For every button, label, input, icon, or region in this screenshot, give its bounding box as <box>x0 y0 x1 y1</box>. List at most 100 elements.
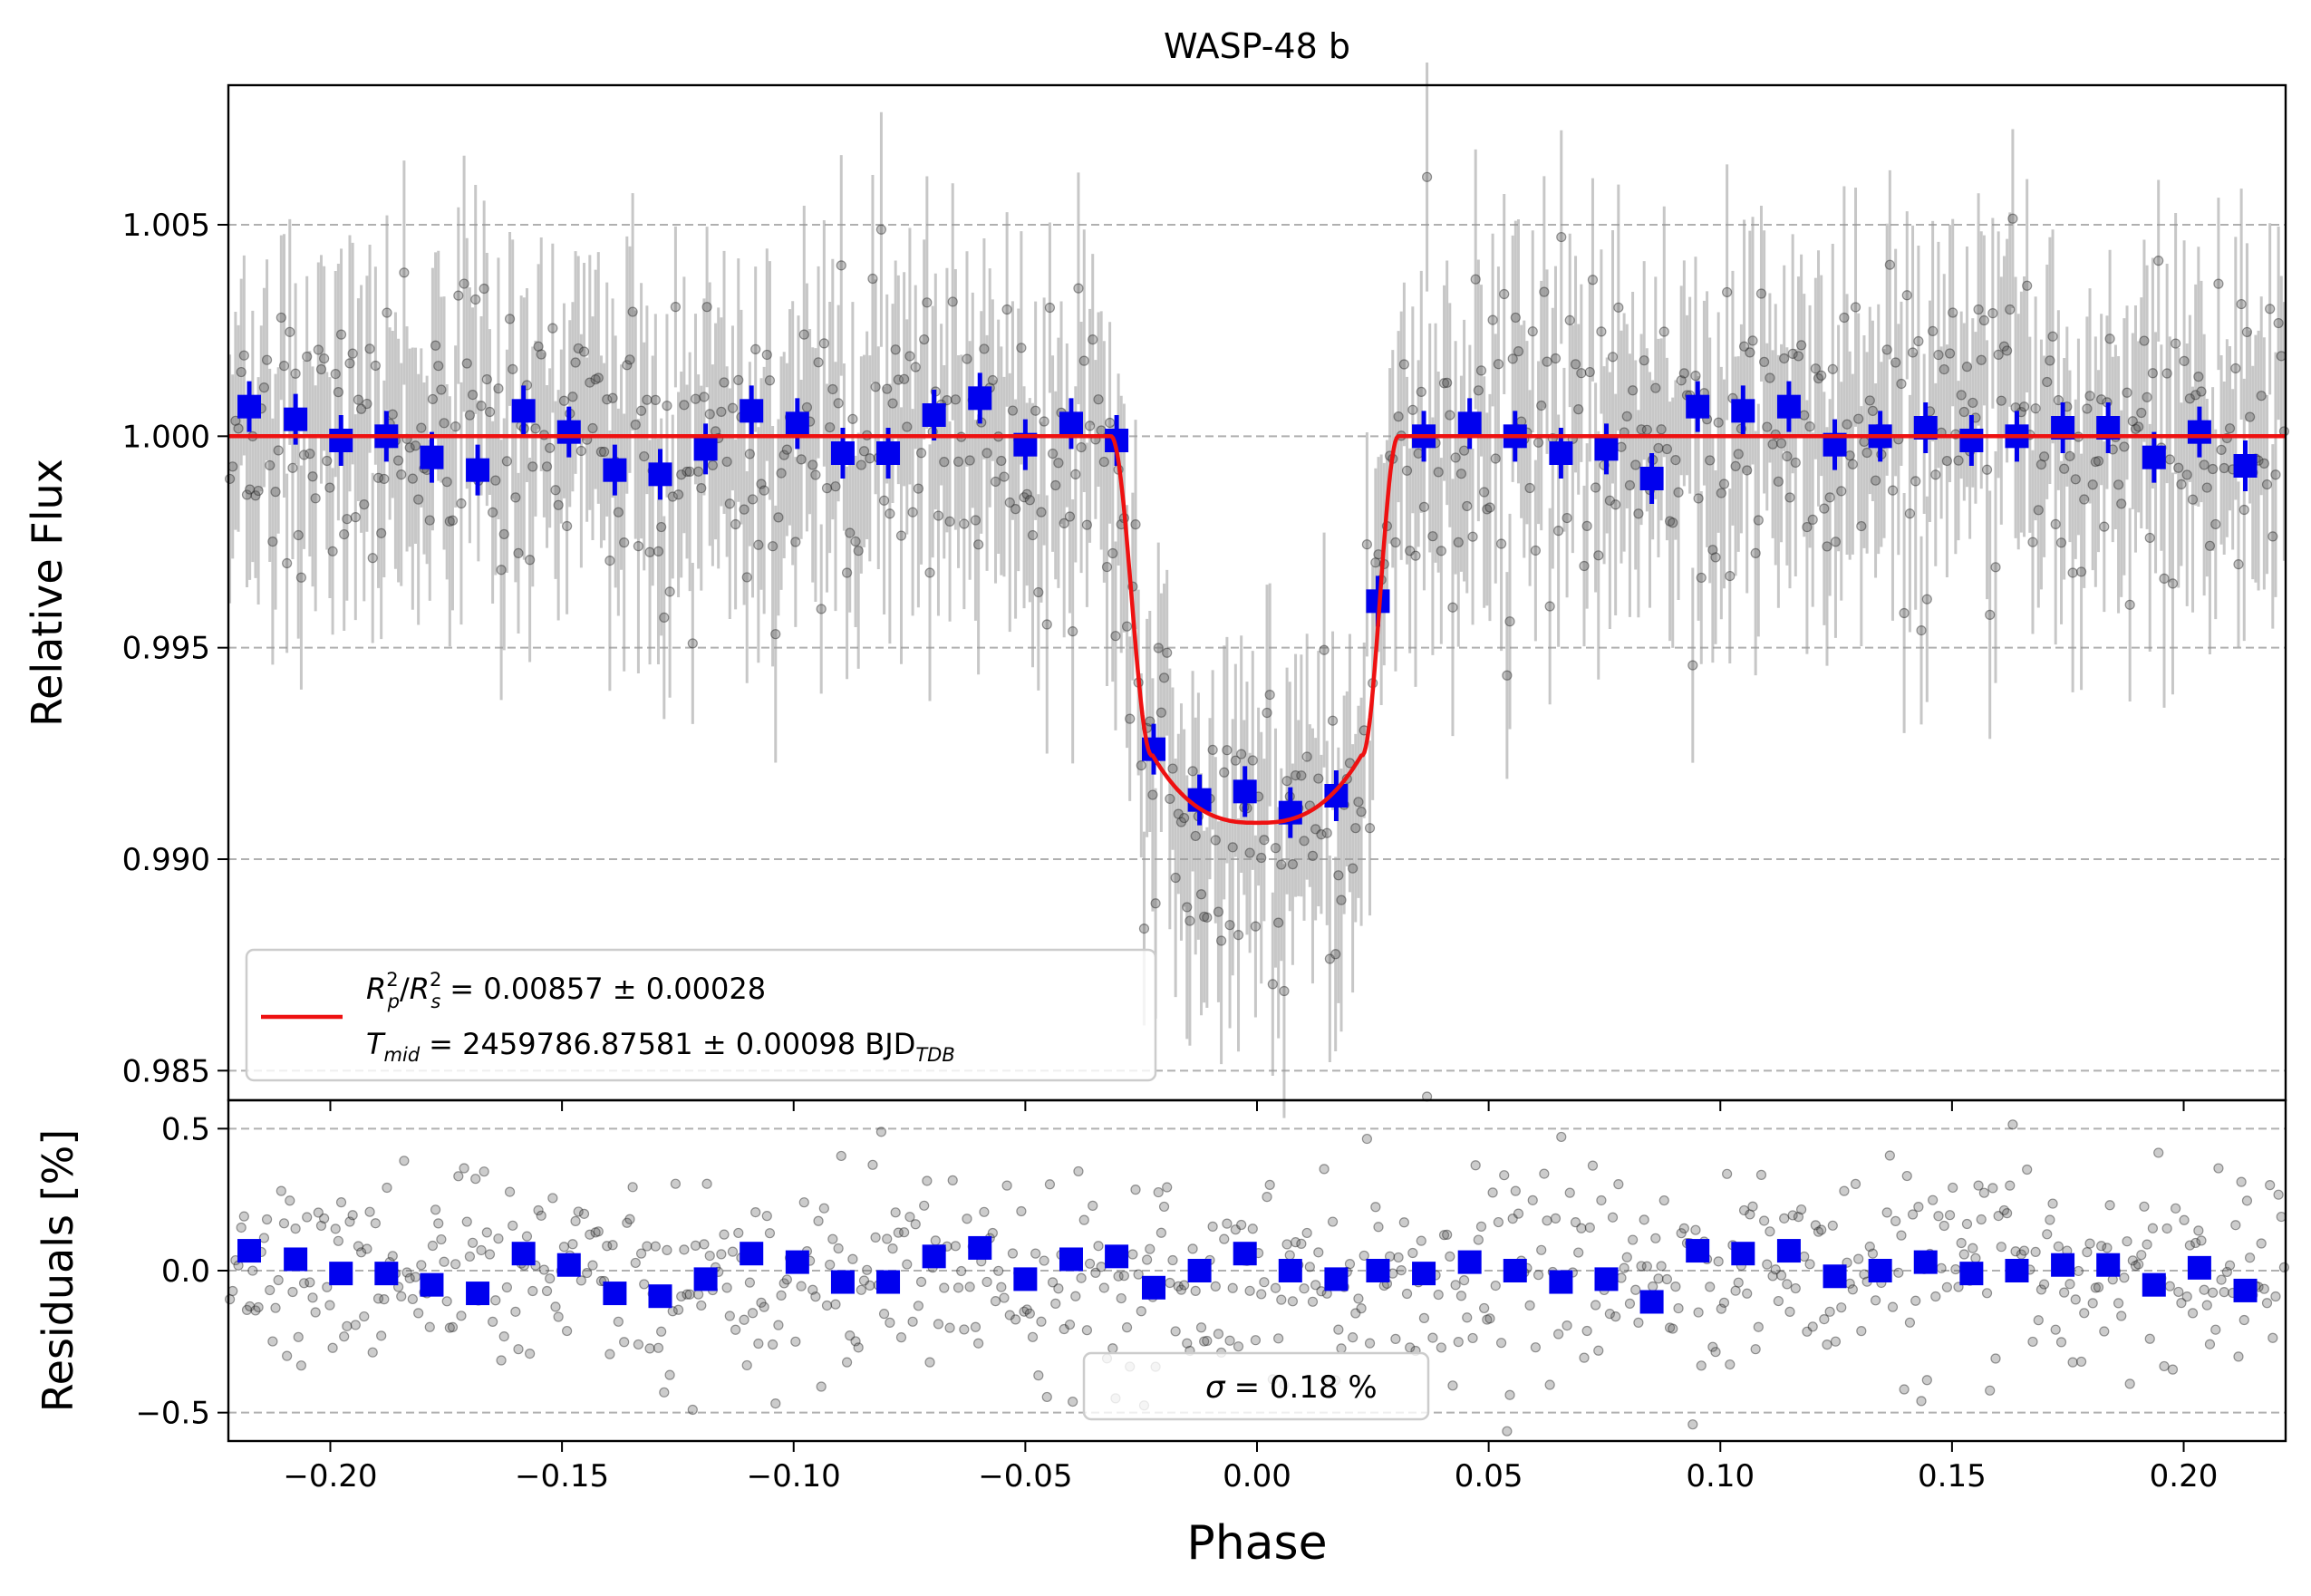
residual-point-665 <box>2124 1378 2135 1389</box>
binned-residual-9 <box>648 1284 672 1309</box>
residual-point-167 <box>701 1178 712 1189</box>
residual-point-272 <box>1001 1180 1012 1191</box>
raw-point-289 <box>1050 479 1061 491</box>
raw-point-295 <box>1068 626 1078 637</box>
residual-point-658 <box>2104 1200 2115 1211</box>
raw-point-258 <box>962 353 972 364</box>
raw-point-188 <box>761 349 772 361</box>
residual-point-209 <box>821 1300 833 1311</box>
raw-point-504 <box>1664 516 1676 527</box>
raw-point-10 <box>253 485 264 497</box>
residual-point-216 <box>841 1357 853 1368</box>
raw-point-380 <box>1310 824 1321 835</box>
raw-point-325 <box>1153 643 1164 653</box>
residual-point-628 <box>2018 1245 2030 1256</box>
raw-point-573 <box>1861 447 1872 459</box>
raw-point-503 <box>1661 443 1673 455</box>
binned-residual-30 <box>1594 1267 1619 1291</box>
residual-point-286 <box>1041 1391 1052 1403</box>
raw-point-217 <box>845 527 856 538</box>
residual-point-30 <box>310 1307 321 1318</box>
raw-point-388 <box>1333 870 1344 881</box>
residual-point-458 <box>1533 1270 1544 1281</box>
raw-point-605 <box>1953 455 1964 466</box>
residual-point-187 <box>759 1301 769 1312</box>
raw-point-398 <box>1361 539 1372 550</box>
raw-point-608 <box>1961 362 1973 372</box>
raw-point-694 <box>2208 463 2219 475</box>
residual-point-13 <box>261 1214 273 1225</box>
raw-point-468 <box>1562 512 1572 524</box>
residual-point-554 <box>1807 1321 1818 1332</box>
raw-point-200 <box>796 454 807 465</box>
residual-point-299 <box>1078 1214 1089 1225</box>
residual-point-436 <box>1470 1160 1481 1171</box>
residual-point-151 <box>656 1326 667 1337</box>
raw-point-668 <box>2133 421 2144 432</box>
residual-point-607 <box>1958 1249 1969 1260</box>
raw-point-131 <box>598 446 610 458</box>
raw-point-568 <box>1847 459 1858 469</box>
residual-point-621 <box>1998 1204 2010 1216</box>
residual-point-269 <box>993 1265 1004 1276</box>
residual-point-388 <box>1333 1324 1344 1335</box>
raw-point-480 <box>1596 326 1607 337</box>
raw-point-588 <box>1904 508 1916 519</box>
residual-point-77 <box>444 1322 455 1333</box>
residuals-x-ticks: −0.20 −0.15 −0.10 −0.05 0.00 0.05 0.10 0.15 0.20 <box>283 1441 2218 1494</box>
raw-point-612 <box>1973 304 1984 315</box>
residual-point-703 <box>2233 1351 2244 1362</box>
residual-point-717 <box>2273 1189 2284 1200</box>
residual-point-74 <box>436 1233 447 1245</box>
raw-point-450 <box>1510 312 1521 324</box>
residual-point-614 <box>1978 1187 1989 1198</box>
residual-point-162 <box>687 1404 698 1416</box>
residual-point-392 <box>1344 1259 1356 1270</box>
residual-point-262 <box>973 1338 984 1349</box>
raw-point-128 <box>590 374 601 385</box>
residual-point-425 <box>1438 1230 1450 1241</box>
raw-point-230 <box>882 383 893 394</box>
binned-point-2 <box>329 429 353 452</box>
raw-point-54 <box>379 473 390 485</box>
residual-point-225 <box>867 1159 878 1170</box>
residual-point-514 <box>1693 1307 1704 1318</box>
raw-point-307 <box>1101 561 1113 573</box>
raw-point-449 <box>1507 353 1518 364</box>
raw-point-46 <box>356 403 367 414</box>
residual-point-624 <box>2007 1119 2018 1130</box>
raw-point-106 <box>527 461 538 472</box>
xtick-label-2: −0.10 <box>747 1458 841 1494</box>
residual-point-16 <box>270 1302 281 1313</box>
raw-point-424 <box>1436 546 1446 556</box>
raw-point-554 <box>1807 514 1818 525</box>
raw-point-344 <box>1207 744 1218 756</box>
residual-point-317 <box>1130 1185 1141 1195</box>
raw-point-198 <box>790 537 801 547</box>
binned-residual-38 <box>1959 1262 1984 1286</box>
raw-point-495 <box>1639 355 1649 366</box>
residual-point-282 <box>1030 1248 1041 1259</box>
binned-residual-43 <box>2187 1255 2211 1280</box>
residual-point-81 <box>456 1311 467 1321</box>
residual-point-305 <box>1096 1262 1107 1272</box>
binned-residual-23 <box>1278 1259 1302 1282</box>
raw-point-149 <box>650 394 661 405</box>
residual-point-185 <box>753 1338 764 1349</box>
residual-point-88 <box>476 1244 487 1256</box>
raw-point-637 <box>2045 355 2055 366</box>
residual-point-417 <box>1416 1235 1426 1246</box>
residual-point-146 <box>642 1241 653 1252</box>
residual-point-91 <box>484 1249 496 1260</box>
light-curve-panel: 0.985 0.990 0.995 1.000 1.005 WASP-48 b Rela… <box>23 26 2290 1118</box>
raw-point-435 <box>1467 531 1478 542</box>
flux-ytick-label-0: 0.985 <box>122 1053 210 1089</box>
residual-point-447 <box>1502 1426 1513 1436</box>
binned-point-27 <box>1457 411 1482 436</box>
residual-point-123 <box>575 1275 586 1286</box>
raw-point-308 <box>1105 417 1116 429</box>
binned-residual-44 <box>2233 1278 2258 1302</box>
residual-point-55 <box>382 1182 392 1194</box>
raw-point-12 <box>258 382 270 393</box>
raw-point-490 <box>1624 479 1636 491</box>
